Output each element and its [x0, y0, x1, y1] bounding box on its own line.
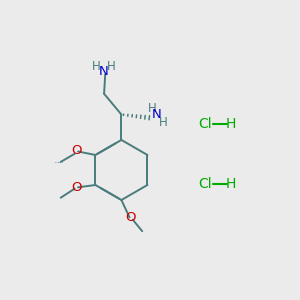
Text: N: N [152, 108, 161, 121]
Text: H: H [225, 117, 236, 131]
Text: Cl: Cl [198, 117, 212, 131]
Text: O: O [125, 211, 136, 224]
Text: H: H [159, 116, 167, 129]
Text: H: H [107, 59, 116, 73]
Text: H: H [225, 177, 236, 191]
Text: methoxy: methoxy [55, 161, 61, 163]
Text: methoxy: methoxy [58, 161, 64, 163]
Text: O: O [72, 181, 82, 194]
Text: H: H [92, 59, 101, 73]
Text: O: O [72, 144, 82, 157]
Text: N: N [99, 65, 109, 78]
Text: Cl: Cl [198, 177, 212, 191]
Text: H: H [148, 102, 156, 115]
